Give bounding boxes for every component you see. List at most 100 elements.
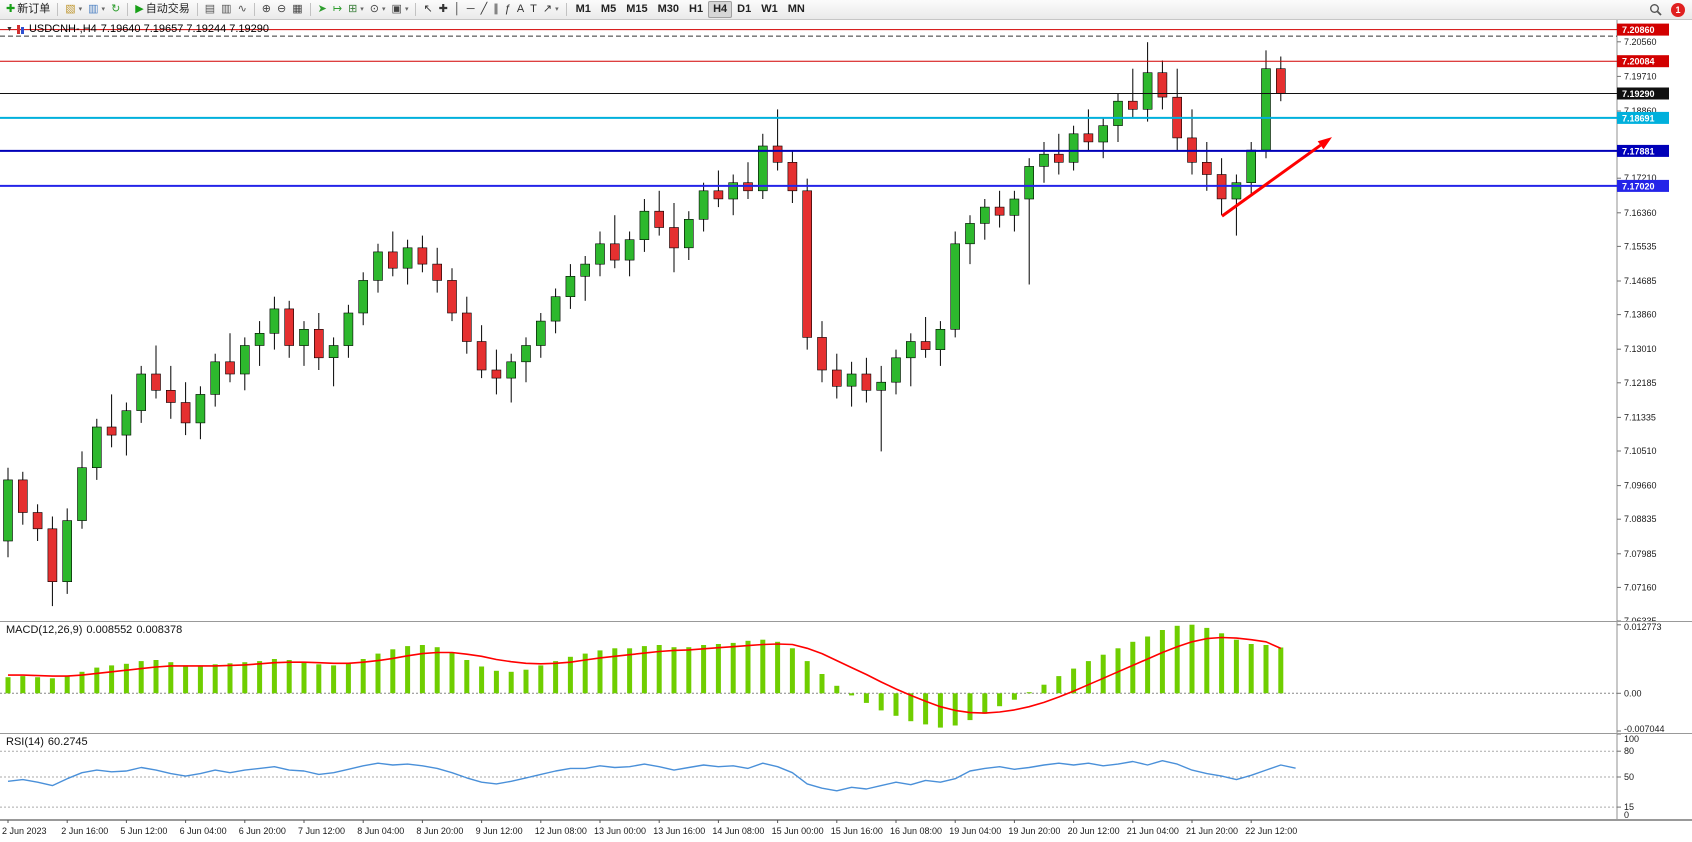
svg-text:2 Jun 2023: 2 Jun 2023 [2,826,47,836]
new-order-icon: ✚ [6,3,16,15]
cursor-button[interactable]: ↖ [420,1,435,18]
macd-indicator-label: MACD(12,26,9) 0.008552 0.008378 [6,624,186,636]
arrows-button[interactable]: ↗ ▾ [540,1,562,18]
svg-text:22 Jun 12:00: 22 Jun 12:00 [1245,826,1297,836]
price-badge [1617,179,1669,192]
notification-badge[interactable]: 1 [1671,2,1685,17]
timeframe-h4-button[interactable]: H4 [708,1,733,18]
channel-button[interactable]: ∥ [490,1,502,18]
rsi-name: RSI(14) [6,736,44,748]
price-axis[interactable]: 7.20560 7.19710 7.18860 7.17210 7.16360 7.155… [1616,19,1657,622]
toolbar-separator [127,3,129,16]
profiles-button[interactable]: ▥ ▾ [85,1,108,18]
label-button[interactable]: T [527,1,540,18]
svg-text:8 Jun 20:00: 8 Jun 20:00 [416,826,463,836]
svg-text:6 Jun 04:00: 6 Jun 04:00 [180,826,227,836]
line-chart-button[interactable]: ∿ [235,1,250,18]
refresh-icon: ↻ [111,3,121,15]
auto-trading-button-label: 自动交易 [145,3,190,15]
svg-text:7.20860: 7.20860 [1622,25,1655,35]
crosshair-button[interactable]: ✚ [436,1,451,18]
timeframe-m1-button[interactable]: M1 [571,1,596,18]
auto-scroll-button[interactable]: ➤ [315,1,330,18]
price-badge [1617,87,1669,100]
periods-button[interactable]: ⊙ ▾ [367,1,389,18]
fibonacci-button[interactable]: ƒ [502,1,514,18]
tile-windows-button[interactable]: ▦ [289,1,305,18]
tile-windows-icon: ▦ [292,3,303,15]
toolbar-separator [415,3,417,16]
svg-text:100: 100 [1624,734,1639,744]
timeframe-d1-button[interactable]: D1 [732,1,756,18]
timeframe-m30-button[interactable]: M30 [653,1,684,18]
chevron-down-icon: ▾ [78,6,83,13]
timeframe-w1-button-label: W1 [761,3,778,15]
chart-shift-button[interactable]: ↦ [330,1,345,18]
macd-panel-canvas[interactable]: 0.012773 0.00 -0.007044 [0,622,1692,734]
rsi-indicator-label: RSI(14) 60.2745 [6,736,92,748]
horizontal-line[interactable]: 7.17020 [0,179,1669,192]
svg-text:15 Jun 16:00: 15 Jun 16:00 [831,826,883,836]
chevron-down-icon: ▾ [555,6,559,13]
indicators-icon: ⊞ [348,3,358,15]
horizontal-line[interactable]: 7.20860 [0,23,1669,36]
svg-text:9 Jun 12:00: 9 Jun 12:00 [476,826,523,836]
svg-text:12 Jun 08:00: 12 Jun 08:00 [535,826,587,836]
new-order-button[interactable]: ✚ 新订单 [3,1,53,18]
periods-icon: ⊙ [369,3,380,15]
svg-text:14 Jun 08:00: 14 Jun 08:00 [712,826,764,836]
timeframe-m5-button[interactable]: M5 [596,1,621,18]
chevron-down-icon: ▾ [101,6,106,13]
search-button[interactable] [1646,1,1665,18]
timeframe-h4-button-label: H4 [713,3,728,15]
candlestick-chart-button[interactable]: ▥ [218,1,234,18]
price-badge [1617,111,1669,124]
svg-text:7.09660: 7.09660 [1624,481,1657,491]
svg-text:7.17881: 7.17881 [1622,146,1655,156]
svg-text:7.13860: 7.13860 [1624,310,1657,320]
macd-name: MACD(12,26,9) [6,624,83,636]
profiles-icon: ▥ [88,3,99,15]
bar-chart-button[interactable]: ▤ [202,1,218,18]
svg-text:7.18860: 7.18860 [1624,106,1657,116]
horizontal-line[interactable]: 7.19290 [0,87,1669,100]
rsi-panel-canvas[interactable]: 100 80 50 150 [0,734,1692,820]
toolbar-right: 1 [1646,1,1685,18]
text-button[interactable]: A [514,1,527,18]
chart-symbol-header: ▼ USDCNH-,H4 7.19640 7.19657 7.19244 7.1… [6,23,269,35]
svg-text:7.18691: 7.18691 [1622,113,1655,123]
templates-button[interactable]: ▣ ▾ [389,1,412,18]
trend-arrow[interactable] [1221,137,1332,218]
candles [3,42,1286,607]
zoom-out-icon: ⊖ [277,3,287,15]
svg-text:50: 50 [1624,772,1634,782]
collapse-arrow-icon[interactable]: ▼ [6,25,13,33]
svg-text:21 Jun 04:00: 21 Jun 04:00 [1127,826,1179,836]
main-chart-canvas[interactable]: 7.20560 7.19710 7.18860 7.17210 7.16360 7.155… [0,19,1692,622]
timeframe-w1-button[interactable]: W1 [756,1,783,18]
svg-text:16 Jun 08:00: 16 Jun 08:00 [890,826,942,836]
svg-text:7.19290: 7.19290 [1622,89,1655,99]
timeframe-mn-button[interactable]: MN [783,1,810,18]
time-axis[interactable]: 2 Jun 2023 2 Jun 16:00 5 Jun 12:00 6 Jun 04… [0,820,1692,842]
crosshair-icon: ✚ [438,3,448,15]
horizontal-line[interactable]: 7.18691 [0,111,1669,124]
zoom-out-button[interactable]: ⊖ [274,1,289,18]
svg-text:7.20560: 7.20560 [1624,37,1657,47]
indicators-button[interactable]: ⊞ ▾ [345,1,367,18]
refresh-button[interactable]: ↻ [108,1,123,18]
auto-trading-button[interactable]: ▶ 自动交易 [132,1,192,18]
timeframe-h1-button[interactable]: H1 [684,1,708,18]
horizontal-line[interactable]: 7.20084 [0,55,1669,68]
price-badge [1617,23,1669,36]
horizontal-line-button[interactable]: ─ [464,1,478,18]
zoom-in-button[interactable]: ⊕ [259,1,274,18]
svg-text:80: 80 [1624,746,1634,756]
new-chart-button[interactable]: ▧ ▾ [62,1,85,18]
horizontal-line[interactable]: 7.17881 [0,144,1669,157]
vertical-line-button[interactable]: │ [451,1,464,18]
trendline-icon: ╱ [480,3,488,15]
price-badge [1617,55,1669,68]
timeframe-m15-button[interactable]: M15 [621,1,652,18]
trendline-button[interactable]: ╱ [478,1,491,18]
